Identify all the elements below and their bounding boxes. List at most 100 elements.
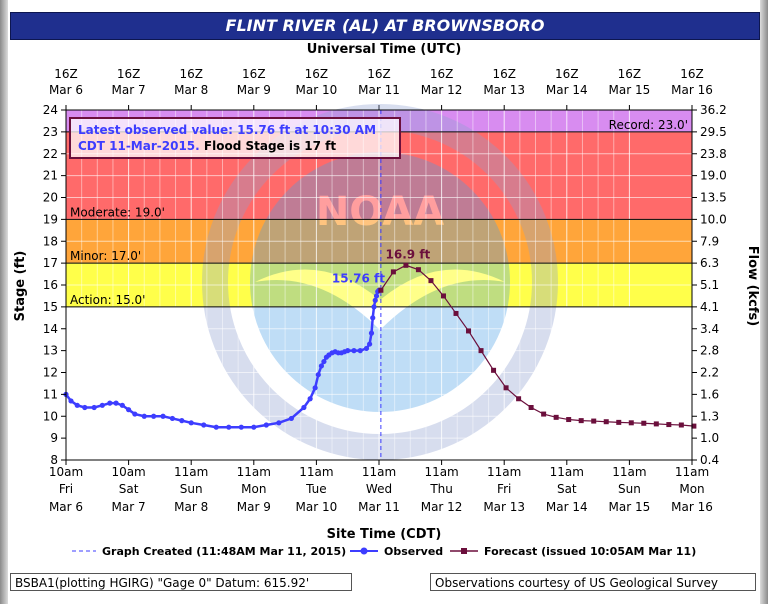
flow-tick-label: 0.4 [700, 453, 719, 467]
cdt-tick-date: Mar 14 [546, 500, 588, 514]
forecast-point [578, 418, 584, 424]
legend: Graph Created (11:48AM Mar 11, 2015) Obs… [72, 545, 696, 558]
cdt-tick-dow: Sat [557, 482, 577, 496]
stage-tick-labels: 8 9 10 11 12 13 14 15 16 17 18 19 20 21 22 23 24 [43, 103, 66, 467]
utc-tick-hour: 16Z [367, 67, 391, 81]
legend-observed-marker [360, 547, 368, 555]
stage-tick-label: 23 [43, 125, 58, 139]
observed-point [74, 402, 80, 408]
observed-point [188, 420, 194, 426]
forecast-point [678, 422, 684, 428]
stage-tick-label: 24 [43, 103, 58, 117]
plot-area: NOAA Action: 15.0' Minor: 17.0' Moderate: … [63, 104, 697, 461]
observed-point [312, 385, 318, 391]
observed-point [321, 358, 327, 365]
cdt-tick-date: Mar 16 [671, 500, 713, 514]
latest-observed-info-box: Latest observed value: 15.76 ft at 10:30… [69, 117, 401, 159]
utc-tick-day: Mar 13 [483, 83, 525, 97]
cdt-tick-time: 10am [49, 465, 83, 479]
cdt-tick-dow: Mon [679, 482, 704, 496]
utc-tick-day: Mar 15 [609, 83, 651, 97]
title-bar: FLINT RIVER (AL) AT BROWNSBORO [10, 12, 760, 40]
forecast-point [491, 367, 497, 373]
flow-tick-label: 10.0 [700, 212, 727, 226]
forecast-point [566, 417, 572, 423]
observed-point [238, 424, 244, 430]
observed-point [276, 420, 282, 426]
observed-point [367, 341, 373, 347]
forecast-point [378, 287, 384, 293]
stage-axis-label: Stage (ft) [13, 251, 28, 322]
observed-point [213, 424, 219, 430]
observed-point [368, 330, 375, 336]
observed-point [126, 407, 132, 413]
flood-level-label-minor: Minor: 17.0' [70, 249, 141, 263]
observed-point [119, 402, 125, 408]
legend-forecast-label: Forecast (issued 10:05AM Mar 11) [484, 545, 696, 558]
observed-point [307, 396, 313, 402]
observed-point [160, 413, 166, 419]
watermark-disc [250, 152, 510, 412]
cdt-tick-dow: Sun [180, 482, 203, 496]
forecast-point [390, 269, 396, 275]
stage-tick-label: 16 [43, 278, 58, 292]
utc-tick-hour: 16Z [680, 67, 704, 81]
flow-tick-label: 1.0 [700, 431, 719, 445]
stage-tick-label: 9 [50, 431, 58, 445]
observed-point [370, 315, 376, 321]
cdt-tick-date: Mar 12 [421, 500, 463, 514]
cdt-tick-date: Mar 6 [49, 500, 83, 514]
chart-title: FLINT RIVER (AL) AT BROWNSBORO [225, 16, 545, 35]
info-box-date: CDT 11-Mar-2015. [78, 139, 200, 153]
flow-tick-label: 5.1 [700, 278, 719, 292]
flow-axis-label: Flow (kcfs) [745, 246, 760, 326]
observed-point [351, 348, 357, 354]
forecast-point [628, 420, 634, 426]
flood-level-lines: Action: 15.0' Minor: 17.0' Moderate: 19.0'… [66, 118, 692, 308]
info-box-line2: CDT 11-Mar-2015. Flood Stage is 17 ft [78, 139, 336, 153]
stage-tick-label: 21 [43, 169, 58, 183]
cdt-tick-date: Mar 11 [358, 500, 400, 514]
cdt-tick-dow: Thu [429, 482, 453, 496]
cdt-tick-time: 11am [362, 465, 396, 479]
flow-tick-label: 2.2 [700, 366, 719, 380]
flow-tick-label: 1.3 [700, 409, 719, 423]
observed-point [371, 304, 377, 310]
utc-tick-day: Mar 11 [358, 83, 400, 97]
flow-tick-label: 29.5 [700, 125, 727, 139]
utc-tick-day: Mar 12 [421, 83, 463, 97]
flow-tick-label: 7.9 [700, 234, 719, 248]
forecast-point [541, 411, 547, 417]
cdt-tick-labels: 10am Fri Mar 6 10am Sat Mar 7 11am Sun Mar 8 11am… [49, 460, 713, 514]
utc-tick-hour: 16Z [492, 67, 516, 81]
forecast-point [603, 419, 609, 425]
legend-forecast-marker [461, 548, 467, 554]
utc-axis-label: Universal Time (UTC) [307, 42, 462, 57]
stage-tick-label: 20 [43, 191, 58, 205]
cdt-tick-time: 11am [612, 465, 646, 479]
utc-tick-labels: 16Z Mar 6 16Z Mar 7 16Z Mar 8 16Z Mar 9 16Z Mar 1… [49, 67, 713, 110]
info-box-line1: Latest observed value: 15.76 ft at 10:30… [78, 123, 376, 137]
stage-tick-label: 18 [43, 234, 58, 248]
utc-tick-day: Mar 7 [112, 83, 146, 97]
flow-tick-label: 19.0 [700, 169, 727, 183]
utc-tick-hour: 16Z [179, 67, 203, 81]
flow-tick-label: 4.1 [700, 300, 719, 314]
source-footer: Observations courtesy of US Geological S… [430, 573, 756, 591]
forecast-point [516, 396, 522, 402]
forecast-peak-label: 16.9 ft [386, 247, 431, 261]
observed-point [179, 418, 185, 424]
utc-tick-hour: 16Z [305, 67, 329, 81]
datum-footer: BSBA1(plotting HGIRG) "Gage 0" Datum: 61… [10, 573, 352, 591]
observed-point [363, 345, 370, 352]
utc-tick-day: Mar 6 [49, 83, 83, 97]
stage-tick-label: 17 [43, 256, 58, 270]
info-box-frame [69, 117, 401, 159]
cdt-tick-date: Mar 10 [296, 500, 338, 514]
observed-point [372, 297, 378, 303]
cdt-tick-date: Mar 15 [609, 500, 651, 514]
cdt-axis-label: Site Time (CDT) [327, 527, 442, 542]
stage-tick-label: 12 [43, 366, 58, 380]
info-box-flood-stage: Flood Stage is 17 ft [200, 139, 337, 153]
stage-tick-label: 19 [43, 212, 58, 226]
